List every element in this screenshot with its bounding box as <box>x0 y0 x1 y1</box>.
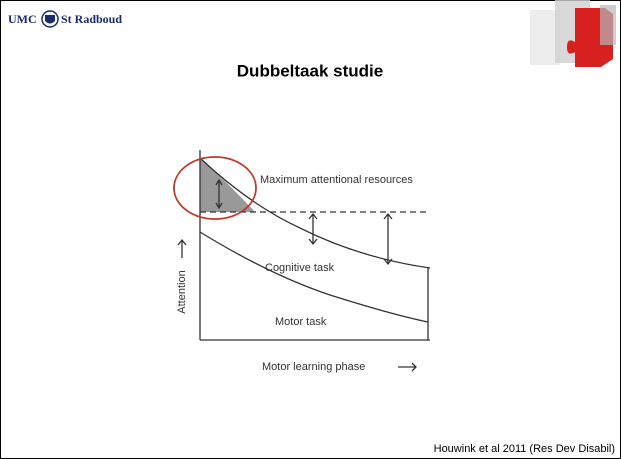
logo-text: St Radboud <box>61 12 122 26</box>
citation: Houwink et al 2011 (Res Dev Disabil) <box>434 443 615 455</box>
logo-crest <box>42 11 58 27</box>
axis-label: Attention <box>176 270 188 313</box>
puzzle-image <box>530 0 616 67</box>
axis-label: Motor learning phase <box>262 361 365 373</box>
curve-label: Cognitive task <box>265 262 335 274</box>
slide: UMC St Radboud Dubbeltaak studie Maximum… <box>0 0 621 459</box>
slide-title: Dubbeltaak studie <box>237 61 383 80</box>
curve-label: Maximum attentional resources <box>260 174 413 186</box>
curve-label: Motor task <box>275 316 327 328</box>
logo-text: UMC <box>8 12 37 26</box>
page: {"header": {"logo_left": "UMC", "logo_ri… <box>0 0 621 459</box>
